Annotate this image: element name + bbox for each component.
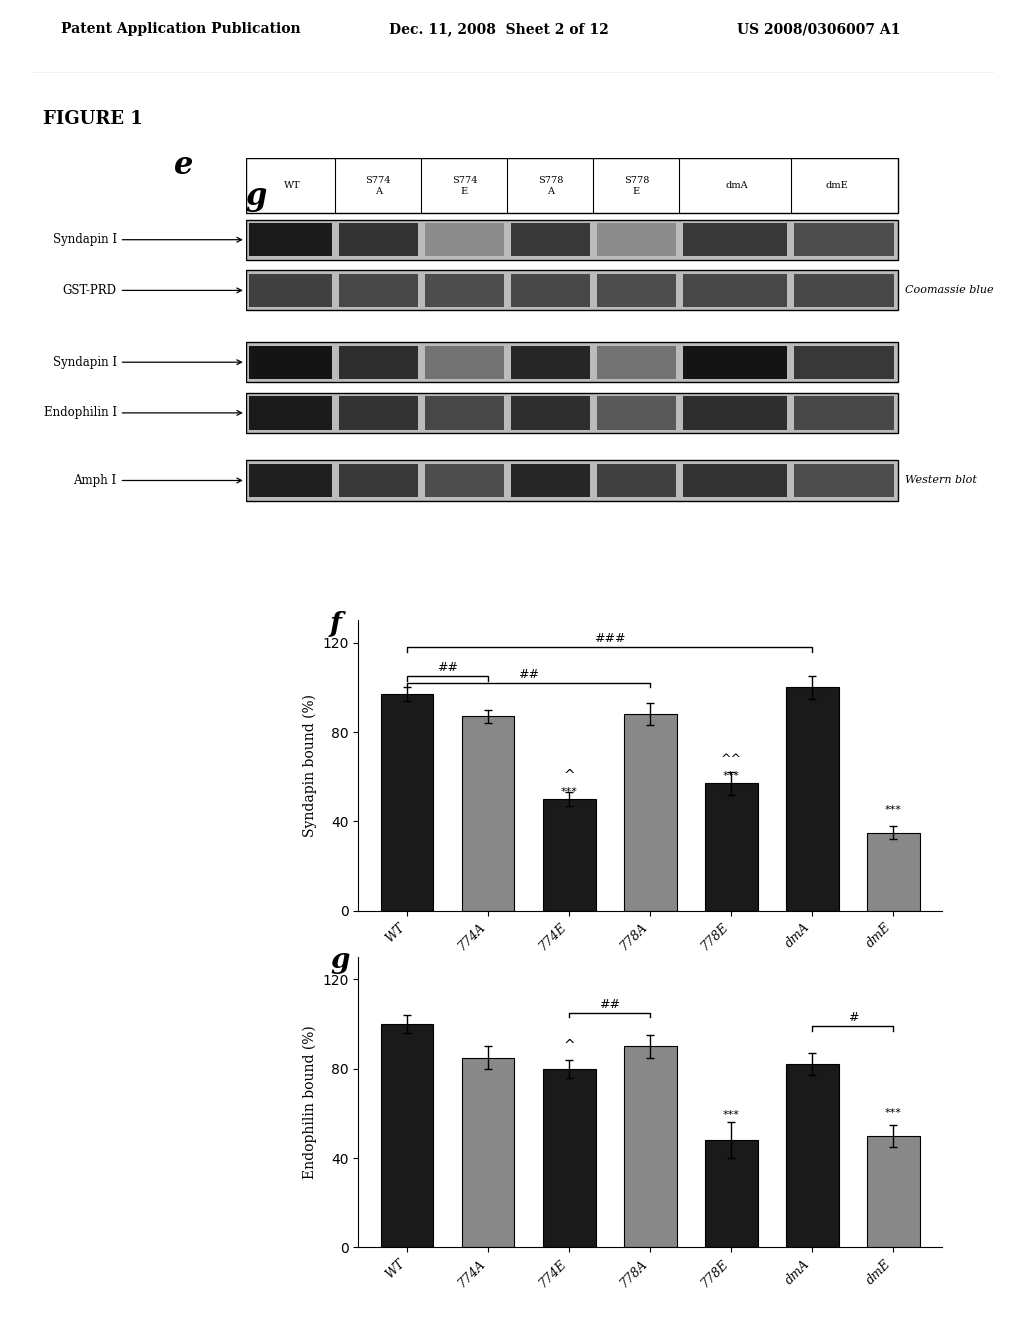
Bar [339, 463, 418, 498]
Bar [246, 393, 898, 433]
Bar [683, 273, 787, 308]
Bar [705, 784, 758, 911]
Text: ^: ^ [563, 1039, 575, 1053]
Text: dmA: dmA [725, 181, 749, 190]
Bar [705, 1140, 758, 1247]
Text: US 2008/0306007 A1: US 2008/0306007 A1 [737, 22, 901, 36]
Bar [381, 694, 433, 911]
Bar [246, 342, 898, 383]
Text: Patent Application Publication: Patent Application Publication [61, 22, 301, 36]
Text: ##: ## [518, 668, 540, 681]
Text: ***: *** [723, 1110, 739, 1121]
Bar [250, 273, 332, 308]
Bar [425, 223, 504, 256]
Bar [381, 1024, 433, 1247]
Bar [597, 463, 676, 498]
Text: WT: WT [284, 181, 301, 190]
Bar [462, 1057, 514, 1247]
Text: #: # [848, 1011, 858, 1024]
Text: g: g [246, 181, 267, 211]
Bar [511, 346, 590, 379]
Bar [624, 1047, 677, 1247]
Text: S778
A: S778 A [538, 176, 563, 195]
Bar [250, 223, 332, 256]
Bar [795, 273, 895, 308]
Text: Syndapin I: Syndapin I [52, 355, 242, 368]
Text: S774
A: S774 A [366, 176, 391, 195]
Bar [867, 833, 920, 911]
Bar [786, 1064, 839, 1247]
Bar [683, 396, 787, 429]
Bar [339, 346, 418, 379]
Bar [683, 346, 787, 379]
Bar [246, 271, 898, 310]
Bar [462, 717, 514, 911]
Bar [795, 223, 895, 256]
Text: ##: ## [599, 998, 621, 1011]
Bar [795, 396, 895, 429]
Y-axis label: Endophilin bound (%): Endophilin bound (%) [302, 1026, 316, 1179]
Text: Coomassie blue: Coomassie blue [905, 285, 994, 296]
Bar [425, 396, 504, 429]
Bar [339, 396, 418, 429]
Bar [786, 688, 839, 911]
Text: Syndapin I: Syndapin I [52, 234, 242, 247]
Bar [511, 463, 590, 498]
Bar [425, 346, 504, 379]
Bar [425, 273, 504, 308]
Bar [250, 346, 332, 379]
Bar [795, 463, 895, 498]
Bar [683, 463, 787, 498]
Text: e: e [174, 150, 194, 181]
Bar [624, 714, 677, 911]
Text: ##: ## [437, 661, 458, 675]
Bar [511, 273, 590, 308]
Text: ^^: ^^ [721, 752, 741, 766]
Text: ###: ### [594, 632, 626, 645]
Bar [597, 223, 676, 256]
Text: Endophilin I: Endophilin I [44, 407, 242, 420]
Bar [246, 393, 898, 433]
Text: Dec. 11, 2008  Sheet 2 of 12: Dec. 11, 2008 Sheet 2 of 12 [389, 22, 609, 36]
Text: ***: *** [561, 787, 578, 797]
Bar [246, 461, 898, 500]
Bar [339, 223, 418, 256]
Text: Amph I: Amph I [74, 474, 242, 487]
Text: g: g [330, 948, 349, 974]
Text: f: f [330, 611, 342, 638]
Text: S778
E: S778 E [624, 176, 649, 195]
Bar [597, 396, 676, 429]
Bar [246, 461, 898, 500]
Bar [511, 223, 590, 256]
Bar [250, 463, 332, 498]
Bar [597, 273, 676, 308]
Bar [543, 1069, 596, 1247]
Text: S774
E: S774 E [452, 176, 477, 195]
Bar [250, 396, 332, 429]
Bar [543, 799, 596, 911]
Bar [795, 346, 895, 379]
Text: FIGURE 1: FIGURE 1 [43, 110, 142, 128]
Bar [425, 463, 504, 498]
Bar [246, 219, 898, 260]
Text: GST-PRD: GST-PRD [62, 284, 242, 297]
Bar [511, 396, 590, 429]
Y-axis label: Syndapin bound (%): Syndapin bound (%) [302, 694, 316, 837]
Text: ***: *** [885, 1107, 902, 1118]
Bar [246, 271, 898, 310]
Text: ***: *** [885, 805, 902, 814]
Bar [246, 342, 898, 383]
Text: dmE: dmE [825, 181, 849, 190]
Bar [246, 219, 898, 260]
Bar [867, 1135, 920, 1247]
Bar [597, 346, 676, 379]
Text: ^: ^ [563, 770, 575, 784]
Bar [246, 158, 898, 214]
Bar [339, 273, 418, 308]
Text: Western blot: Western blot [905, 475, 977, 486]
Bar [683, 223, 787, 256]
Text: ***: *** [723, 771, 739, 781]
